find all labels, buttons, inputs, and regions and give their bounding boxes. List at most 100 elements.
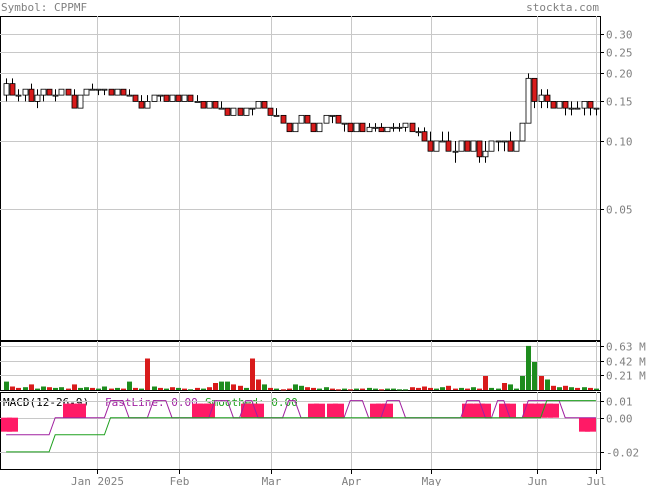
- volume-bar: [59, 387, 64, 390]
- candle-body: [501, 140, 508, 143]
- macd-histogram-bar: [75, 403, 86, 418]
- candle-body: [353, 122, 360, 133]
- volume-bar: [440, 387, 445, 390]
- volume-bar: [35, 388, 40, 390]
- candle-body: [101, 88, 108, 91]
- volume-bar: [250, 358, 255, 390]
- candle-body: [366, 126, 373, 133]
- macd-tick-label: -0.02: [606, 447, 639, 460]
- volume-bar: [231, 384, 236, 390]
- macd-histogram-bar: [529, 403, 540, 418]
- volume-bar: [563, 385, 568, 390]
- macd-tick-label: 0.01: [606, 396, 633, 409]
- candle-body: [519, 122, 526, 142]
- candle-body: [574, 107, 581, 110]
- volume-tick-label: 0.21 M: [606, 370, 646, 383]
- volume-bar: [557, 387, 562, 390]
- macd-histogram-bar: [462, 403, 473, 418]
- macd-histogram-bar: [253, 403, 264, 418]
- volume-bar: [213, 383, 218, 390]
- x-tick-label: May: [422, 475, 442, 486]
- volume-bar: [588, 387, 593, 390]
- candle-body: [359, 122, 366, 133]
- macd-histogram-bar: [192, 403, 203, 418]
- macd-smoothed-line: [6, 400, 596, 453]
- volume-bar: [453, 388, 458, 390]
- candle-body: [218, 107, 225, 110]
- volume-bar: [256, 379, 261, 390]
- volume-bar: [514, 388, 519, 390]
- macd-histogram-bar: [376, 403, 387, 418]
- volume-bar: [262, 384, 267, 390]
- candle-body: [132, 94, 139, 102]
- volume-bar: [385, 388, 390, 390]
- macd-histogram-bar: [536, 403, 547, 418]
- candle-body: [200, 101, 207, 109]
- candle-body: [237, 107, 244, 116]
- candle-body: [28, 88, 35, 102]
- volume-bar: [133, 387, 138, 390]
- candle-body: [249, 107, 256, 110]
- candle-body: [286, 122, 293, 133]
- candle-body: [292, 122, 299, 133]
- volume-bar: [379, 389, 384, 391]
- volume-bar: [471, 387, 476, 390]
- candle-body: [89, 88, 96, 91]
- volume-tick-label: 0.42 M: [606, 356, 646, 369]
- volume-bar: [244, 387, 249, 390]
- candle-body: [495, 140, 502, 143]
- candle-body: [488, 140, 495, 152]
- candle-body: [531, 77, 538, 102]
- macd-histogram-bar: [204, 403, 215, 418]
- price-tick-label: 0.10: [606, 136, 633, 149]
- volume-bar: [10, 386, 15, 390]
- candle-body: [482, 150, 489, 158]
- volume-bar: [188, 389, 193, 391]
- candle-body: [562, 101, 569, 109]
- x-tick-label: Feb: [170, 475, 190, 486]
- candle-body: [144, 101, 151, 109]
- candle-body: [427, 140, 434, 152]
- candle-body: [163, 94, 170, 102]
- candle-body: [458, 140, 465, 152]
- volume-bar: [397, 389, 402, 391]
- site-label: stockta.com: [526, 1, 599, 14]
- macd-histogram-bar: [480, 403, 491, 418]
- volume-bar: [47, 387, 52, 390]
- price-tick-label: 0.30: [606, 29, 633, 42]
- volume-bar: [201, 388, 206, 390]
- candle-body: [396, 126, 403, 129]
- candle-body: [71, 94, 78, 109]
- candle-body: [464, 140, 471, 152]
- candle-body: [169, 94, 176, 102]
- candle-body: [212, 101, 219, 109]
- candle-body: [593, 107, 600, 110]
- candle-body: [194, 101, 201, 103]
- candle-body: [261, 101, 268, 109]
- candle-body: [525, 77, 532, 124]
- candle-body: [224, 107, 231, 116]
- candle-body: [230, 107, 237, 116]
- volume-bar: [299, 385, 304, 390]
- candle-body: [114, 88, 121, 96]
- price-panel: 0.30 0.25 0.20 0.15 0.10 0.05: [0, 16, 633, 341]
- volume-bar: [496, 388, 501, 390]
- volume-bar: [569, 387, 574, 390]
- volume-bar: [170, 387, 175, 390]
- volume-bar: [225, 381, 230, 390]
- x-tick-label: Jul: [587, 475, 607, 486]
- volume-bar: [582, 387, 587, 390]
- macd-histogram-bar: [327, 403, 338, 418]
- volume-bar: [342, 388, 347, 390]
- price-tick-label: 0.15: [606, 96, 633, 109]
- volume-bar: [416, 387, 421, 390]
- candle-body: [40, 88, 47, 96]
- volume-bar: [330, 388, 335, 390]
- volume-bar: [526, 345, 531, 390]
- volume-bar: [317, 388, 322, 390]
- candle-body: [335, 114, 342, 124]
- x-tick-label: Jan 2025: [71, 475, 124, 486]
- candle-body: [206, 101, 213, 109]
- volume-bar: [483, 376, 488, 390]
